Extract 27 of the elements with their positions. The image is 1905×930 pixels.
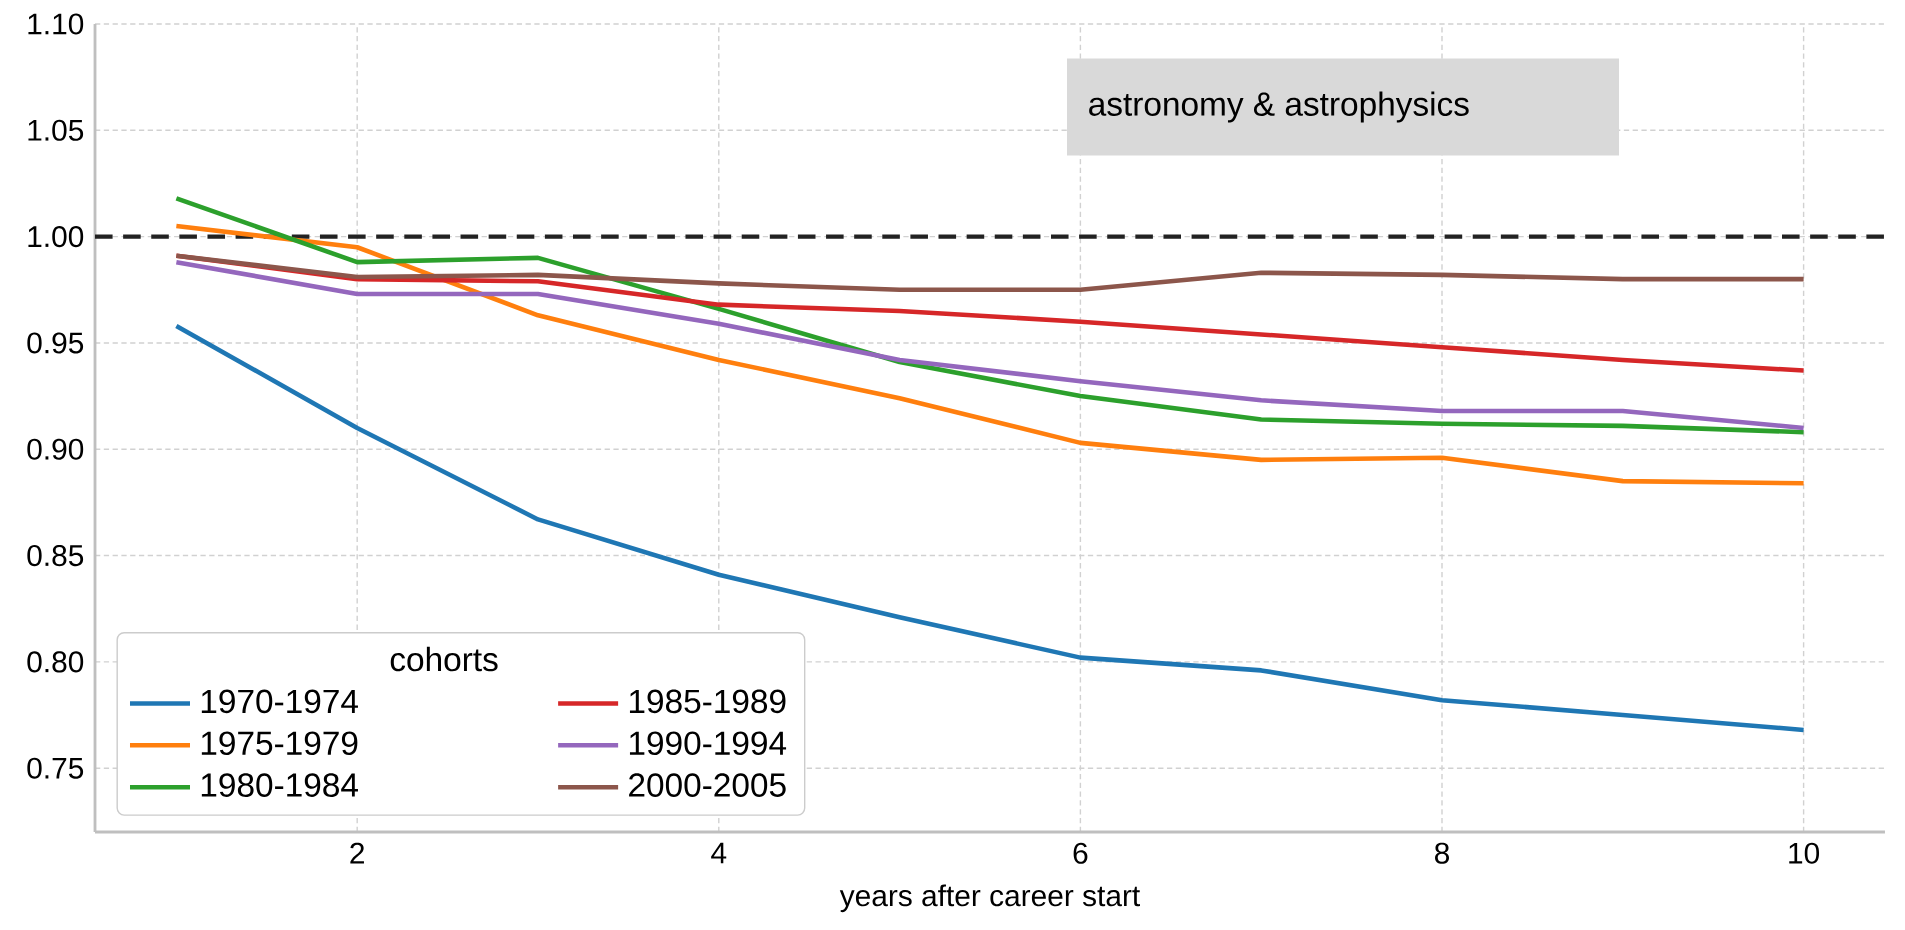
legend-title: cohorts xyxy=(390,646,498,672)
x-tick-label: 10 xyxy=(1789,842,1820,864)
legend-label: 1985-1989 xyxy=(629,689,786,714)
y-tick-label: 0.95 xyxy=(27,332,84,354)
y-tick-label: 0.85 xyxy=(27,545,84,567)
x-tick-label: 2 xyxy=(350,842,364,864)
y-tick-label: 1.10 xyxy=(28,13,84,35)
legend-label: 1970-1974 xyxy=(201,689,358,714)
y-tick-label: 1.05 xyxy=(28,119,84,141)
legend-label: 1990-1994 xyxy=(629,731,787,756)
line-series xyxy=(174,323,1806,733)
y-tick-label: 0.75 xyxy=(27,757,84,779)
legend-label: 1975-1979 xyxy=(201,731,358,756)
legend-label: 2000-2005 xyxy=(629,773,786,797)
x-tick-label: 8 xyxy=(1435,842,1450,864)
y-tick-label: 0.80 xyxy=(27,651,84,673)
y-tick-label: 1.00 xyxy=(28,226,84,248)
legend-label: 1980-1984 xyxy=(201,773,358,797)
line-series xyxy=(174,223,1806,486)
line-series xyxy=(174,259,1806,431)
x-tick-label: 4 xyxy=(711,842,727,864)
y-tick-label: 0.90 xyxy=(27,438,84,460)
x-tick-label: 6 xyxy=(1073,842,1088,864)
line-series xyxy=(174,253,1806,293)
x-axis-title: years after career start xyxy=(839,884,1140,913)
annotation: astronomy & astrophysics xyxy=(1089,91,1469,123)
line-series xyxy=(174,196,1806,435)
